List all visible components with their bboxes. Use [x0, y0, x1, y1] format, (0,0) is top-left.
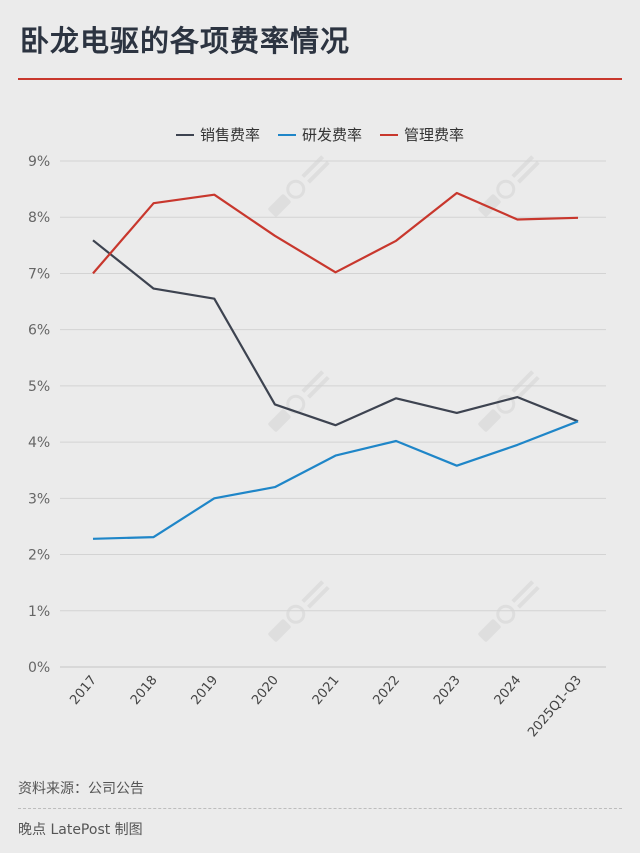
x-tick-label: 2025Q1-Q3: [525, 673, 585, 740]
y-tick-label: 6%: [28, 323, 50, 339]
watermark-glyph: [511, 155, 535, 178]
watermark-glyph: [511, 370, 535, 393]
watermark-glyph: [478, 409, 501, 432]
watermark-logo: [478, 370, 540, 432]
legend-item-sales: 销售费率: [175, 124, 260, 145]
page-title: 卧龙电驱的各项费率情况: [20, 24, 351, 58]
series-line-研发费率: [92, 420, 579, 540]
chart-legend: 销售费率 研发费率 管理费率: [0, 124, 640, 145]
watermark-glyph: [307, 585, 330, 609]
footer-divider: [18, 808, 622, 810]
watermark-glyph: [307, 160, 330, 184]
watermark-logo: [268, 370, 330, 432]
x-tick-label: 2023: [431, 673, 464, 708]
x-tick-label: 2019: [189, 673, 222, 708]
legend-label: 研发费率: [301, 126, 362, 144]
y-tick-label: 8%: [28, 210, 50, 226]
legend-item-rnd: 研发费率: [277, 124, 362, 145]
watermark-glyph: [517, 160, 540, 184]
watermark-glyph: [307, 375, 330, 399]
watermark-glyph: [517, 375, 540, 399]
y-tick-label: 7%: [28, 266, 50, 282]
y-tick-label: 4%: [28, 435, 50, 451]
watermark-glyph: [478, 619, 501, 642]
watermark-circle: [286, 604, 306, 624]
legend-swatch: [175, 133, 194, 136]
watermark-glyph: [301, 580, 325, 603]
x-tick-label: 2018: [128, 673, 161, 708]
watermark-glyph: [301, 370, 325, 393]
watermark-glyph: [268, 409, 291, 432]
watermark-logo: [268, 155, 330, 217]
x-tick-label: 2017: [67, 673, 100, 708]
legend-item-admin: 管理费率: [380, 124, 464, 145]
y-tick-label: 3%: [28, 491, 50, 507]
x-tick-label: 2024: [492, 673, 525, 708]
y-tick-label: 9%: [28, 154, 50, 170]
watermark-glyph: [478, 194, 501, 217]
watermark-logo: [478, 580, 540, 642]
watermark-circle: [496, 179, 516, 199]
y-tick-label: 2%: [28, 548, 50, 564]
watermark-circle: [496, 394, 516, 414]
title-divider: [18, 78, 622, 80]
legend-swatch: [380, 133, 398, 136]
line-chart: 0% 1% 2% 3% 4% 5% 6% 7% 8% 9% 2017 2018 2019 2020 2021…: [28, 154, 606, 740]
legend-label: 销售费率: [199, 126, 260, 144]
legend-label: 管理费率: [404, 126, 465, 144]
credit-note: 晚点 LatePost 制图: [18, 822, 143, 838]
watermark-circle: [286, 179, 306, 199]
series-line-管理费率: [92, 191, 579, 275]
watermark-glyph: [511, 580, 535, 603]
watermark-glyph: [517, 585, 540, 609]
y-tick-label: 5%: [28, 379, 50, 395]
legend-swatch: [277, 133, 296, 136]
watermark-glyph: [268, 619, 291, 642]
watermark-circle: [496, 604, 516, 624]
watermark-logo: [268, 580, 330, 642]
watermark-glyph: [268, 194, 291, 217]
watermark-glyph: [301, 155, 325, 178]
y-tick-label: 0%: [28, 660, 50, 676]
x-tick-label: 2020: [249, 673, 282, 708]
watermark-logo: [478, 155, 540, 217]
x-tick-label: 2021: [310, 673, 343, 708]
x-tick-label: 2022: [370, 673, 403, 708]
y-tick-label: 1%: [28, 604, 50, 620]
source-note: 资料来源：公司公告: [18, 781, 144, 797]
